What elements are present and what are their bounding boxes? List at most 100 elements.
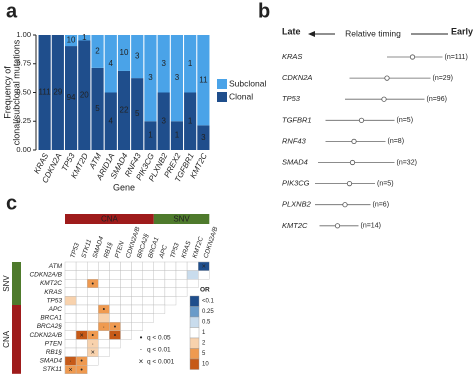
row-label: STK11 [43,366,63,373]
point [351,138,357,144]
row-label: APC [48,306,63,313]
row-label: KRAS [44,289,62,296]
scale-label: 0.5 [202,320,211,326]
point [381,96,387,102]
sig-symbol: × [139,357,144,366]
bar-segment [104,92,117,150]
empty-cell [98,347,110,357]
empty-cell [64,270,77,280]
point [334,223,341,229]
heat-cell [64,296,77,306]
empty-cell [64,287,77,297]
empty-cell [120,261,132,271]
empty-cell [153,296,166,306]
significance-mark: × [80,332,84,339]
bar-segment [144,35,157,122]
row-group-bar [12,305,21,374]
bar-segment [131,35,144,79]
row-label: BRCA2§ [37,323,63,330]
empty-cell [142,279,154,289]
significance-mark: • [80,367,83,374]
bar-segment [117,70,131,150]
n-label: (n=6) [373,202,390,209]
empty-cell [164,296,177,306]
bar-segment [104,35,117,93]
row-label: ATM [48,263,63,270]
bar-segment [170,35,184,122]
value-label: 3 [175,73,180,82]
scale-swatch [189,327,200,339]
empty-cell [197,270,210,280]
n-label: (n=111) [445,54,468,61]
value-label: 5 [95,104,100,113]
significance-mark: × [91,350,95,357]
y-tick-label: 1.00 [16,30,31,39]
empty-cell [86,304,99,314]
n-label: (n=29) [433,75,453,82]
empty-cell [120,287,132,297]
heat-cell [86,347,99,357]
empty-cell [120,279,132,289]
heat-cell [197,261,210,271]
bar-segment [157,92,170,150]
scale-swatch [189,348,200,360]
empty-cell [175,279,188,289]
row-group-bar [12,262,21,305]
empty-cell [131,270,143,280]
bar-segment [197,125,210,150]
value-label: 29 [53,88,62,97]
bar-segment [117,35,131,71]
column-label: TP53 [169,242,181,259]
x-axis-title: Gene [113,182,135,192]
row-label: PTEN [45,340,63,347]
significance-mark: · [103,324,105,331]
empty-cell [75,339,88,349]
point [342,202,348,208]
significance-mark: • [92,332,95,339]
empty-cell [86,270,99,280]
scale-label: 0.25 [202,309,214,315]
empty-cell [153,287,166,297]
empty-cell [131,279,143,289]
value-label: 1 [175,131,180,140]
row-group-label: CNA [2,330,11,348]
empty-cell [109,261,121,271]
empty-cell [131,313,143,323]
bar-segment [131,78,144,150]
row-label: TP53 [46,297,62,304]
sig-label: q < 0.05 [147,335,171,342]
value-label: 1 [188,116,193,125]
empty-cell [109,270,121,280]
value-label: 10 [67,36,76,45]
scale-swatch [189,358,200,370]
empty-cell [86,313,99,323]
y-axis-title: clonal/subclonal mutations [11,39,21,145]
n-label: (n=32) [397,159,417,166]
row-label: KMT2C [40,280,62,287]
empty-cell [164,279,177,289]
value-label: 3 [161,116,166,125]
empty-cell [120,296,132,306]
empty-cell [109,313,121,323]
bar-segment [184,92,197,150]
n-label: (n=8) [388,138,405,145]
value-label: 1 [148,131,153,140]
empty-cell [86,287,99,297]
value-label: 4 [109,59,114,68]
bar-segment [91,67,104,150]
gene-label: KMT2C [282,221,308,230]
column-group-bar [153,214,210,224]
empty-cell [86,261,99,271]
empty-cell [75,322,88,332]
sig-symbol: · [140,345,143,354]
empty-cell [98,287,110,297]
gene-label: KRAS [282,52,302,61]
heat-cell [86,279,99,289]
empty-cell [153,261,166,271]
empty-cell [142,270,154,280]
empty-cell [131,322,143,332]
legend-label: Clonal [229,91,253,101]
scale-label: <0.1 [202,299,215,305]
panel-label: c [6,192,17,214]
gene-label: TGFBR1 [282,115,312,124]
